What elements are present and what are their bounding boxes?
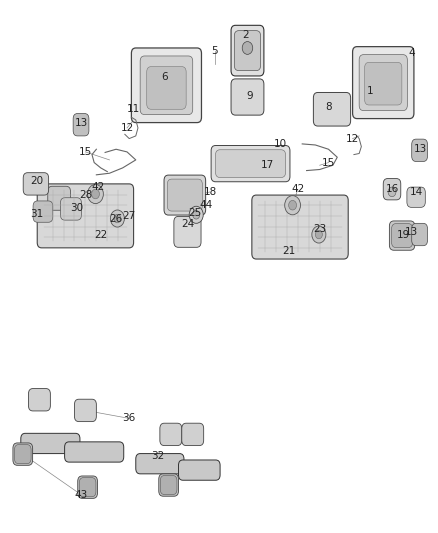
FancyBboxPatch shape [147, 67, 186, 109]
Text: 14: 14 [410, 187, 423, 197]
FancyBboxPatch shape [383, 179, 401, 200]
FancyBboxPatch shape [136, 454, 184, 474]
FancyBboxPatch shape [159, 474, 178, 496]
Text: 26: 26 [110, 214, 123, 223]
FancyBboxPatch shape [13, 443, 32, 465]
Circle shape [388, 187, 396, 197]
FancyBboxPatch shape [48, 186, 71, 210]
Text: 24: 24 [182, 219, 195, 229]
Text: 28: 28 [79, 190, 92, 199]
FancyBboxPatch shape [73, 114, 89, 136]
Text: 12: 12 [346, 134, 359, 143]
Circle shape [110, 210, 124, 227]
FancyBboxPatch shape [211, 146, 290, 182]
FancyBboxPatch shape [174, 216, 201, 247]
Text: 15: 15 [322, 158, 335, 167]
Circle shape [289, 200, 297, 210]
FancyBboxPatch shape [37, 184, 134, 248]
FancyBboxPatch shape [392, 223, 413, 247]
Text: 20: 20 [31, 176, 44, 186]
Text: 18: 18 [204, 187, 217, 197]
Text: 9: 9 [246, 91, 253, 101]
FancyBboxPatch shape [353, 47, 414, 119]
Text: 23: 23 [313, 224, 326, 234]
Text: 6: 6 [161, 72, 168, 82]
Circle shape [88, 184, 103, 204]
Text: 44: 44 [199, 200, 212, 210]
Circle shape [315, 230, 322, 239]
FancyBboxPatch shape [21, 433, 80, 454]
Circle shape [92, 189, 99, 199]
Text: 27: 27 [123, 211, 136, 221]
Text: 10: 10 [274, 139, 287, 149]
FancyBboxPatch shape [389, 221, 415, 250]
Text: 4: 4 [408, 49, 415, 58]
Circle shape [189, 206, 203, 223]
Text: 21: 21 [283, 246, 296, 255]
FancyBboxPatch shape [160, 475, 177, 495]
FancyBboxPatch shape [231, 25, 264, 76]
Text: 13: 13 [414, 144, 427, 154]
Text: 25: 25 [188, 208, 201, 218]
Text: 19: 19 [396, 230, 410, 239]
FancyBboxPatch shape [79, 478, 96, 497]
FancyBboxPatch shape [412, 139, 427, 161]
FancyBboxPatch shape [167, 179, 202, 211]
Text: 13: 13 [74, 118, 88, 127]
Text: 1: 1 [367, 86, 374, 95]
FancyBboxPatch shape [359, 55, 407, 111]
FancyBboxPatch shape [131, 48, 201, 123]
FancyBboxPatch shape [364, 62, 402, 105]
FancyBboxPatch shape [140, 56, 193, 115]
Text: 42: 42 [291, 184, 304, 194]
FancyBboxPatch shape [23, 173, 49, 195]
Text: 17: 17 [261, 160, 274, 170]
FancyBboxPatch shape [60, 198, 81, 220]
Text: 12: 12 [120, 123, 134, 133]
Text: 5: 5 [211, 46, 218, 55]
Text: 8: 8 [325, 102, 332, 111]
Text: 43: 43 [74, 490, 88, 499]
Circle shape [114, 214, 121, 223]
FancyBboxPatch shape [78, 476, 97, 498]
FancyBboxPatch shape [407, 187, 425, 207]
Text: 11: 11 [127, 104, 140, 114]
Circle shape [242, 42, 253, 54]
FancyBboxPatch shape [179, 460, 220, 480]
FancyBboxPatch shape [231, 79, 264, 115]
FancyBboxPatch shape [215, 150, 286, 177]
Text: 30: 30 [70, 203, 83, 213]
Text: 31: 31 [31, 209, 44, 219]
FancyBboxPatch shape [33, 201, 53, 222]
Text: 2: 2 [242, 30, 249, 39]
Text: 36: 36 [123, 414, 136, 423]
Circle shape [285, 196, 300, 215]
FancyBboxPatch shape [234, 30, 261, 70]
Circle shape [312, 226, 326, 243]
Text: 32: 32 [151, 451, 164, 461]
FancyBboxPatch shape [164, 175, 206, 215]
FancyBboxPatch shape [412, 223, 427, 246]
Text: 42: 42 [92, 182, 105, 191]
Text: 16: 16 [385, 184, 399, 194]
Circle shape [193, 211, 200, 219]
FancyBboxPatch shape [160, 423, 182, 446]
FancyBboxPatch shape [252, 195, 348, 259]
Text: 13: 13 [405, 227, 418, 237]
Text: 15: 15 [79, 147, 92, 157]
FancyBboxPatch shape [14, 445, 31, 464]
FancyBboxPatch shape [74, 399, 96, 422]
Text: 22: 22 [94, 230, 107, 239]
FancyBboxPatch shape [182, 423, 204, 446]
FancyBboxPatch shape [314, 93, 350, 126]
FancyBboxPatch shape [28, 389, 50, 411]
FancyBboxPatch shape [64, 442, 124, 462]
